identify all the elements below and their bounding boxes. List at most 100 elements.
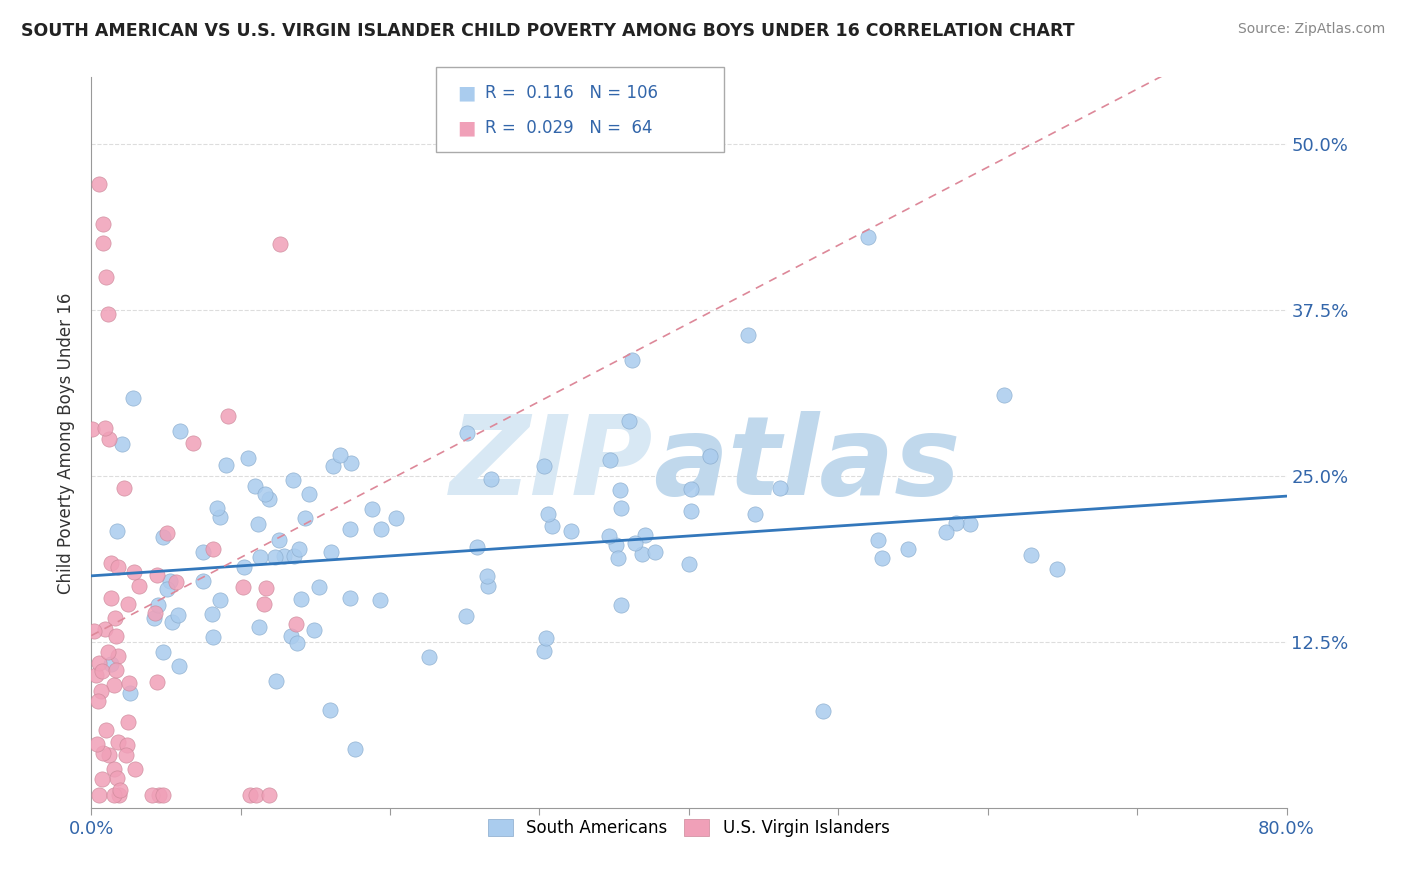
Point: [259, 788, 281, 802]
Text: atlas: atlas: [652, 411, 960, 518]
Point: [621, 353, 644, 368]
Point: [209, 509, 232, 524]
Point: [208, 593, 231, 607]
Legend: South Americans, U.S. Virgin Islanders: South Americans, U.S. Virgin Islanders: [481, 813, 896, 844]
Text: Source: ZipAtlas.com: Source: ZipAtlas.com: [1237, 22, 1385, 37]
Point: [152, 788, 174, 802]
Point: [83, 624, 105, 639]
Point: [259, 492, 281, 507]
Point: [232, 580, 254, 594]
Point: [294, 511, 316, 525]
Point: [935, 525, 957, 540]
Point: [605, 538, 627, 552]
Point: [340, 456, 363, 470]
Point: [181, 435, 204, 450]
Point: [288, 541, 311, 556]
Point: [329, 448, 352, 462]
Point: [105, 524, 128, 538]
Point: [160, 615, 183, 629]
Point: [866, 533, 889, 547]
Point: [128, 579, 150, 593]
Point: [681, 504, 703, 518]
Point: [94, 269, 117, 284]
Point: [159, 574, 181, 589]
Point: [599, 453, 621, 467]
Point: [91, 665, 114, 679]
Point: [266, 674, 288, 689]
Point: [475, 569, 498, 583]
Point: [124, 763, 146, 777]
Point: [811, 704, 834, 718]
Point: [87, 788, 110, 802]
Point: [679, 483, 702, 497]
Point: [152, 530, 174, 544]
Text: R =  0.029   N =  64: R = 0.029 N = 64: [485, 120, 652, 137]
Point: [280, 629, 302, 643]
Point: [247, 619, 270, 633]
Point: [281, 473, 304, 487]
Point: [86, 737, 108, 751]
Point: [245, 788, 267, 802]
Point: [298, 487, 321, 501]
Point: [609, 483, 631, 497]
Point: [1046, 562, 1069, 576]
Point: [105, 663, 128, 677]
Point: [479, 472, 502, 486]
Point: [100, 557, 122, 571]
Point: [607, 551, 630, 566]
Point: [322, 458, 344, 473]
Point: [152, 645, 174, 659]
Point: [201, 541, 224, 556]
Point: [233, 560, 256, 574]
Point: [619, 414, 641, 428]
Point: [98, 748, 121, 763]
Point: [456, 426, 478, 441]
Point: [598, 529, 620, 543]
Point: [169, 425, 191, 439]
Point: [145, 567, 167, 582]
Point: [145, 606, 167, 620]
Point: [148, 788, 170, 802]
Point: [94, 421, 117, 435]
Point: [201, 607, 224, 621]
Text: R =  0.116   N = 106: R = 0.116 N = 106: [485, 84, 658, 102]
Point: [114, 747, 136, 762]
Point: [91, 217, 114, 231]
Point: [644, 545, 666, 559]
Point: [253, 487, 276, 501]
Point: [100, 657, 122, 672]
Point: [541, 518, 564, 533]
Point: [239, 788, 262, 802]
Point: [993, 388, 1015, 402]
Point: [156, 525, 179, 540]
Point: [634, 528, 657, 542]
Point: [339, 591, 361, 606]
Text: ■: ■: [457, 119, 475, 137]
Point: [870, 550, 893, 565]
Point: [142, 611, 165, 625]
Point: [945, 516, 967, 530]
Point: [263, 550, 285, 565]
Point: [302, 623, 325, 637]
Y-axis label: Child Poverty Among Boys Under 16: Child Poverty Among Boys Under 16: [58, 293, 75, 594]
Point: [269, 236, 291, 251]
Point: [165, 574, 187, 589]
Point: [533, 644, 555, 658]
Point: [319, 703, 342, 717]
Point: [100, 591, 122, 605]
Point: [193, 574, 215, 588]
Point: [103, 762, 125, 776]
Point: [87, 693, 110, 707]
Point: [156, 582, 179, 596]
Point: [107, 560, 129, 574]
Point: [104, 610, 127, 624]
Point: [1019, 548, 1042, 562]
Point: [98, 432, 121, 446]
Point: [148, 598, 170, 612]
Point: [477, 579, 499, 593]
Point: [105, 629, 128, 643]
Point: [249, 549, 271, 564]
Point: [201, 630, 224, 644]
Point: [285, 636, 308, 650]
Point: [624, 536, 647, 550]
